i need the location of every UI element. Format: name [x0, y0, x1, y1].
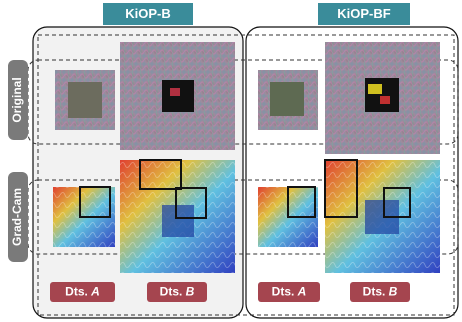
- row-label: Original: [10, 77, 24, 122]
- label-letter: B: [186, 285, 195, 299]
- dataset-label: Dts. A: [272, 285, 307, 299]
- image: [120, 160, 235, 273]
- image: [258, 70, 318, 130]
- image: [53, 187, 115, 247]
- image: [325, 160, 440, 273]
- image: [325, 42, 440, 154]
- label-prefix: Dts.: [160, 285, 183, 299]
- label-letter: A: [297, 285, 307, 299]
- label-letter: A: [90, 285, 100, 299]
- image: [120, 42, 235, 150]
- label-letter: B: [389, 285, 398, 299]
- row-label: Grad-Cam: [10, 188, 24, 246]
- image: [258, 187, 318, 247]
- label-prefix: Dts.: [65, 285, 88, 299]
- dataset-label: Dts. B: [160, 285, 195, 299]
- header: KiOP-B: [125, 6, 171, 21]
- figure: KiOP-B KiOP-BF Original Grad-Cam: [0, 0, 462, 322]
- label-prefix: Dts.: [272, 285, 295, 299]
- header: KiOP-BF: [337, 6, 391, 21]
- dataset-label: Dts. B: [363, 285, 398, 299]
- image: [55, 70, 115, 130]
- label-prefix: Dts.: [363, 285, 386, 299]
- page: {"panels": [ {"title": "KiOP-B", "labels…: [0, 0, 462, 322]
- dataset-label: Dts. A: [65, 285, 100, 299]
